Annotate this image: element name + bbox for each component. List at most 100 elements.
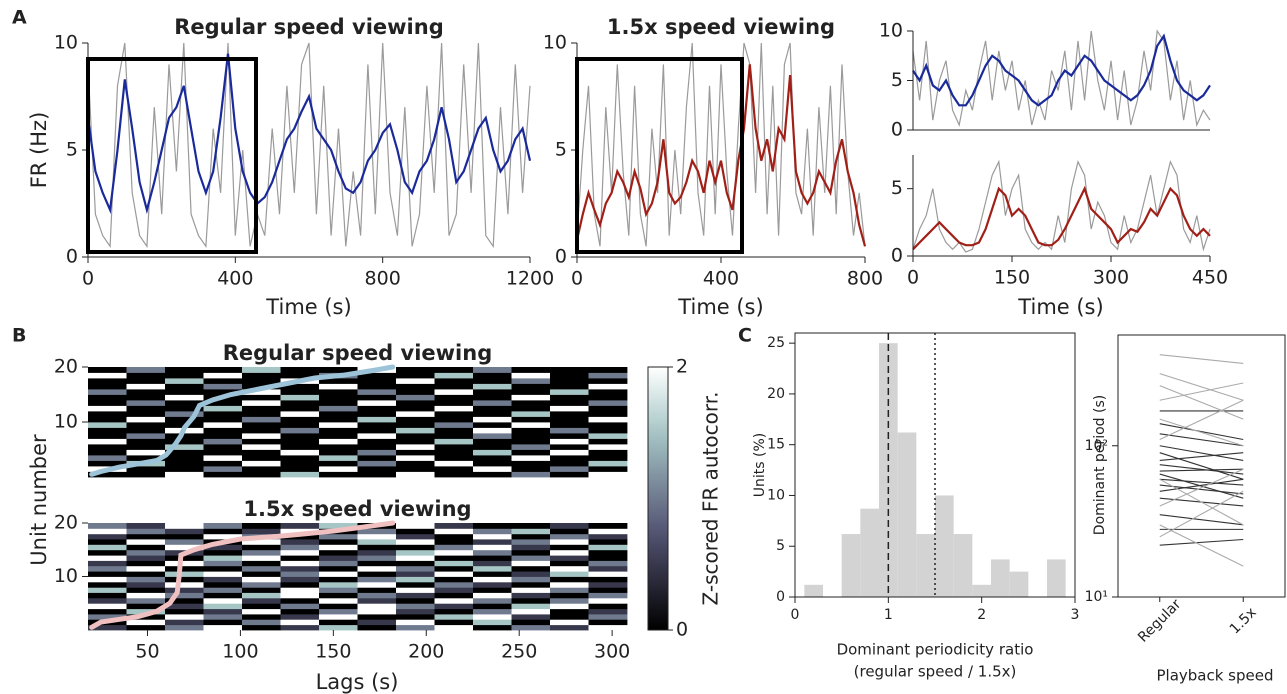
x-tick-label: 100 <box>222 641 258 663</box>
heatmap-cell <box>550 416 589 423</box>
heatmap-cell <box>126 405 166 412</box>
x-tick-label: 400 <box>703 268 739 290</box>
heatmap-cell <box>396 587 435 593</box>
heatmap-cell <box>396 438 435 445</box>
heatmap-cell <box>550 523 589 529</box>
heatmap-cell <box>396 416 435 423</box>
heatmap-cell <box>434 544 474 551</box>
y-tick-label: 10² <box>1085 438 1108 454</box>
y-tick-label: 0 <box>891 119 903 141</box>
heatmap-cell <box>319 389 358 395</box>
heatmap-cell <box>165 367 204 373</box>
heatmap-cell <box>88 603 127 610</box>
heatmap-cell <box>88 411 127 417</box>
heatmap-cell <box>511 592 551 599</box>
heatmap-cell <box>396 533 435 540</box>
heatmap-cell <box>242 549 281 556</box>
sorted-peak-curve <box>89 364 396 477</box>
slope-line <box>1159 385 1244 420</box>
heatmap-cell <box>357 466 397 472</box>
heatmap-cell <box>203 523 243 529</box>
y-axis-label: FR (Hz) <box>27 112 51 189</box>
heatmap-cell <box>280 523 320 529</box>
heatmap-cell <box>588 560 628 567</box>
heatmap-cell <box>242 416 281 423</box>
heatmap-cell <box>550 466 589 472</box>
heatmap-cell <box>473 565 512 572</box>
heatmap-cell <box>126 560 166 567</box>
heatmap-cell <box>126 571 166 577</box>
heatmap-cell <box>434 528 474 535</box>
y-tick-label: 0 <box>555 246 567 268</box>
heatmap-cell <box>550 608 589 615</box>
heatmap-cell <box>319 581 358 588</box>
heatmap-cell <box>280 539 320 545</box>
heatmap-cell <box>588 608 628 615</box>
heatmap-cell <box>511 460 551 467</box>
y-axis-label: Units (%) <box>752 433 768 497</box>
heatmap-cell <box>203 528 243 535</box>
heatmap-cell <box>88 367 127 373</box>
heatmap-cell <box>511 581 551 588</box>
slope-line <box>1159 538 1244 546</box>
heatmap-cell <box>319 587 358 593</box>
heatmap-cell <box>203 367 243 373</box>
heatmap-cell <box>473 528 512 535</box>
heatmap-cell <box>165 444 204 450</box>
heatmap-cell <box>511 427 551 434</box>
heatmap-cell <box>203 405 243 412</box>
heatmap-cell <box>511 619 551 626</box>
heatmap-cell <box>511 444 551 450</box>
heatmap-cell <box>357 438 397 445</box>
heatmap-cell <box>588 528 628 535</box>
heatmap-cell <box>88 471 127 478</box>
heatmap-cell <box>203 411 243 417</box>
heatmap-cell <box>434 427 474 434</box>
heatmap-cell <box>434 560 474 567</box>
heatmap-cell <box>550 614 589 620</box>
heatmap-cell <box>357 378 397 384</box>
heatmap-cell <box>126 378 166 384</box>
x-tick-label: 1.5x <box>1227 605 1260 638</box>
heatmap-cell <box>203 449 243 456</box>
colorbar <box>647 366 669 631</box>
heatmap-cell <box>588 471 628 478</box>
heatmap-cell <box>473 378 512 384</box>
heatmap-cell <box>434 372 474 379</box>
heatmap-cell <box>126 603 166 610</box>
heatmap-cell <box>511 471 551 478</box>
heatmap-cell <box>588 405 628 412</box>
x-axis-label: Time (s) <box>1017 295 1103 319</box>
heatmap-cell <box>165 455 204 461</box>
heatmap-cell <box>588 422 628 428</box>
heatmap-cell <box>357 571 397 577</box>
heatmap-cell <box>319 444 358 450</box>
heatmap-cell <box>550 581 589 588</box>
heatmap-cell <box>126 411 166 417</box>
heatmap-cell <box>280 603 320 610</box>
heatmap-cell <box>319 576 358 583</box>
heatmap-cell <box>126 427 166 434</box>
heatmap-cell <box>357 533 397 540</box>
series-line <box>912 159 1211 253</box>
heatmap-cell <box>126 565 166 572</box>
heatmap-cell <box>396 378 435 384</box>
heatmap-cell <box>357 372 397 379</box>
heatmap-cell <box>280 528 320 535</box>
heatmap-cell <box>126 367 166 373</box>
heatmap-cell <box>203 549 243 556</box>
panel-label: A <box>12 7 27 29</box>
heatmap-cell <box>473 422 512 428</box>
series-line <box>912 29 1211 128</box>
heatmap-cell <box>165 608 204 615</box>
heatmap-cell <box>319 378 358 384</box>
heatmap-cell <box>473 544 512 551</box>
heatmap-cell <box>511 539 551 545</box>
heatmap-cell <box>203 427 243 434</box>
y-tick-label: 25 <box>767 335 785 351</box>
heatmap-cell <box>588 523 628 529</box>
heatmap-cell <box>126 576 166 583</box>
histogram-bar <box>972 584 991 597</box>
histogram-bar <box>804 584 823 597</box>
heatmap-cell <box>357 422 397 428</box>
